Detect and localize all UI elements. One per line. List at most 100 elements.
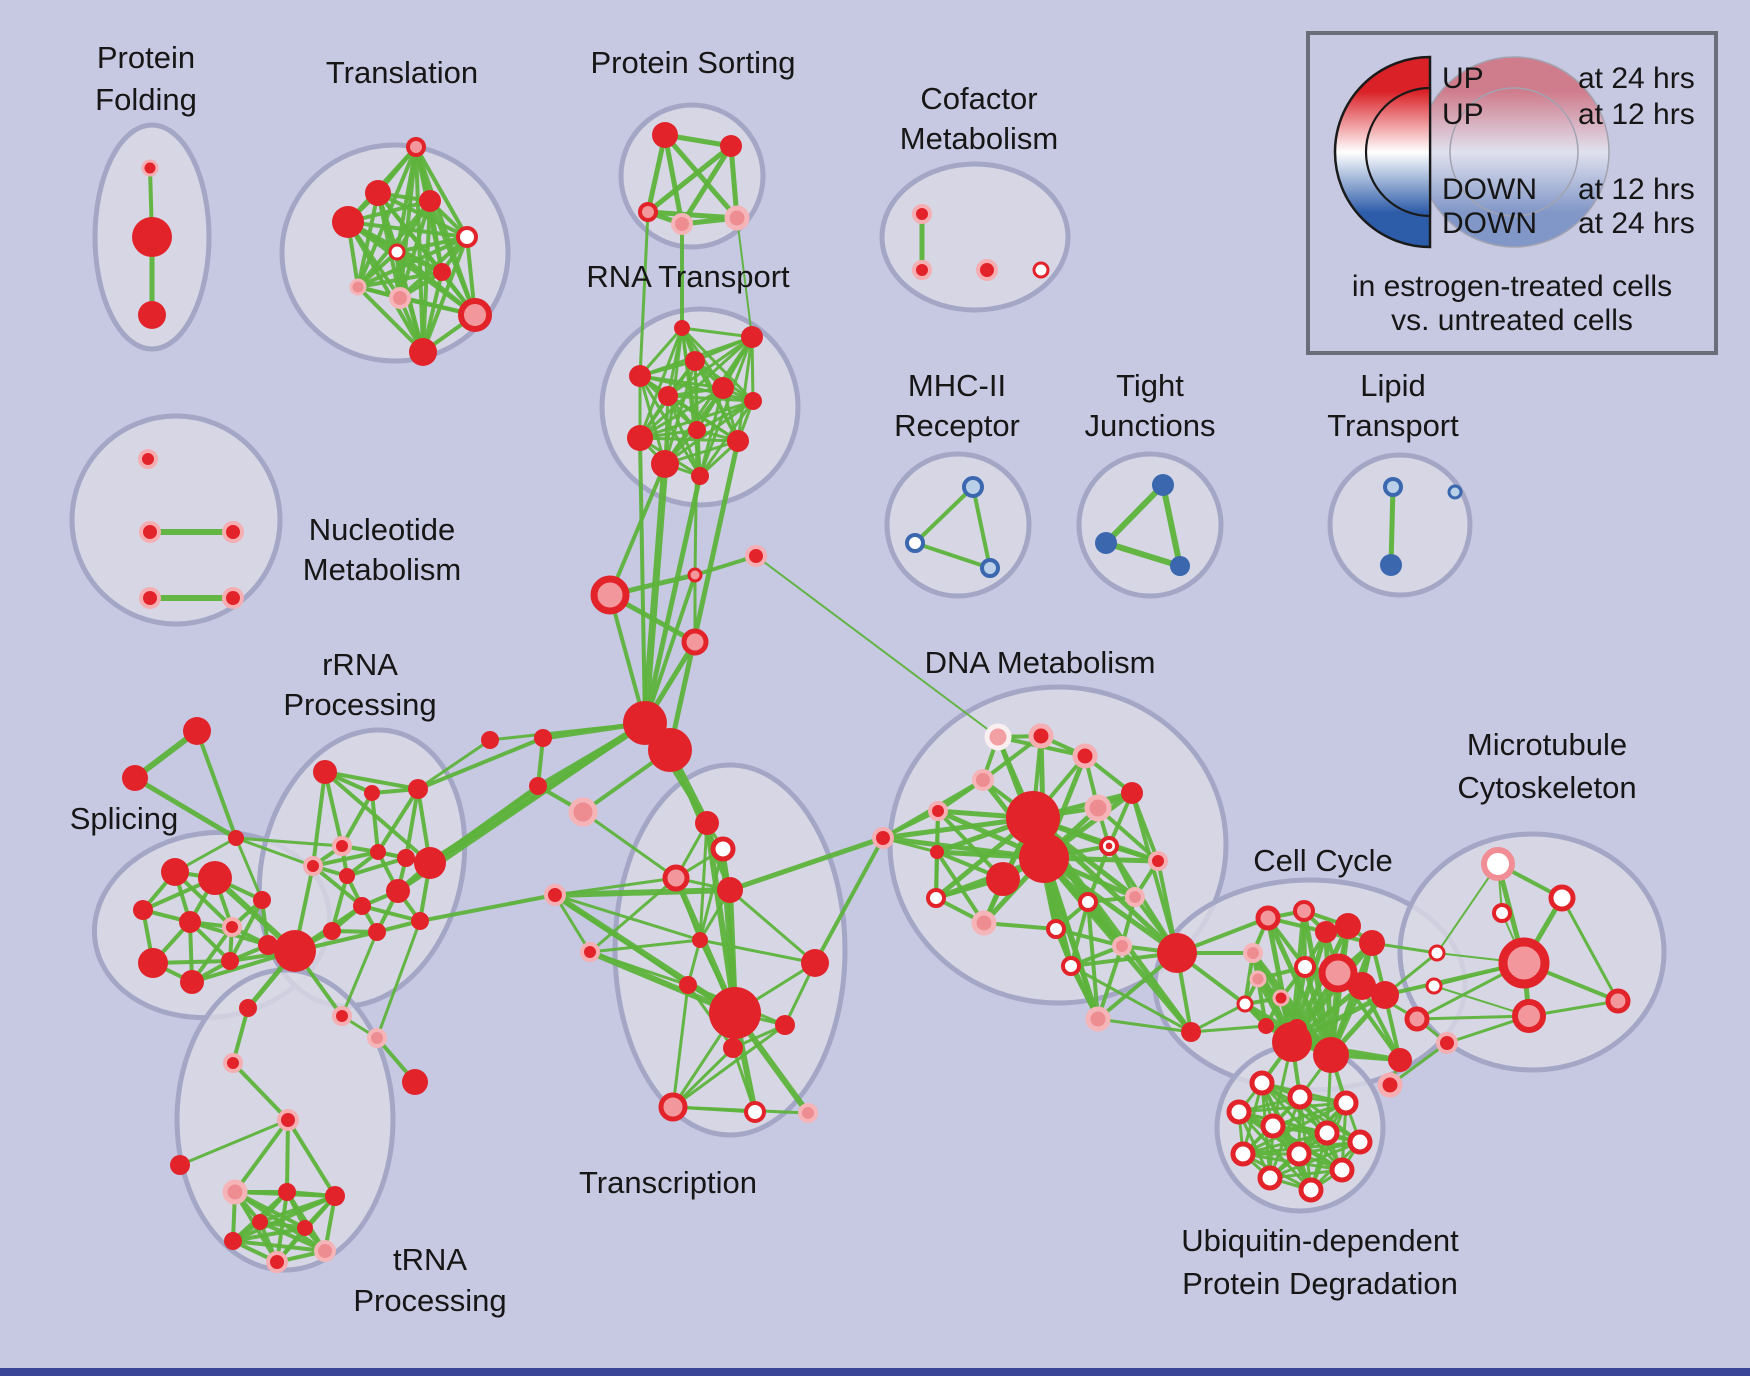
gene-node-pink-ring-red [139, 587, 161, 609]
edge [1189, 1024, 1268, 1034]
edge [1189, 1002, 1247, 1034]
cluster-ellipse-nm [69, 413, 283, 627]
edge [1103, 482, 1166, 546]
edge [1241, 1131, 1329, 1156]
gene-node-red-white [1257, 1165, 1283, 1191]
gene-node-red [1313, 1037, 1349, 1073]
edge [1041, 855, 1180, 956]
edge [346, 220, 469, 239]
gene-node-pink [972, 769, 994, 791]
network-nodes [122, 122, 1631, 1273]
gene-node-red [1272, 1022, 1312, 1062]
gene-node-red-white [1548, 884, 1576, 912]
edge [285, 1118, 290, 1194]
edge [1160, 482, 1183, 569]
gene-node-red-white [1061, 956, 1081, 976]
legend: UP at 24 hrs UP at 12 hrs DOWN at 12 hrs DOWN a… [1306, 31, 1718, 355]
edge [488, 721, 647, 742]
gene-node-red-white [1226, 1099, 1252, 1125]
cluster-label-cf: Metabolism [900, 121, 1059, 156]
edge [340, 791, 374, 848]
gene-node-red [325, 1186, 345, 1206]
gene-node-pink [1125, 887, 1145, 907]
gene-node-pink [314, 1240, 336, 1262]
edge [416, 738, 492, 791]
edge [581, 810, 678, 880]
gene-node-red [658, 386, 678, 406]
cluster-label-ps: Protein Sorting [590, 45, 795, 80]
gene-node-pink-ring-red [912, 204, 932, 224]
edge [1041, 855, 1101, 1022]
cluster-label-lt: Lipid [1360, 368, 1426, 403]
gene-node-red [1348, 972, 1376, 1000]
edge [231, 1226, 307, 1243]
gene-node-pink-ring-red [138, 449, 158, 469]
gene-node-red-pink [1293, 900, 1315, 922]
gene-node-red [386, 879, 410, 903]
gene-node-red-white [1287, 1084, 1313, 1110]
edge [275, 1190, 289, 1264]
edge [258, 1194, 337, 1224]
gene-node-red-pink [1255, 905, 1281, 931]
legend-time-label: at 24 hrs [1578, 207, 1695, 240]
gene-node-red [648, 728, 692, 772]
edge [286, 1118, 337, 1198]
gene-node-red [239, 999, 257, 1017]
gene-node-red [723, 1038, 743, 1058]
gene-node-red-white [1425, 977, 1443, 995]
gene-node-red [253, 891, 271, 909]
gene-node-red [717, 877, 743, 903]
gene-node-pink-ring-red [580, 942, 600, 962]
gene-node-pink [1249, 970, 1267, 988]
edge [731, 1046, 757, 1114]
gene-node-pink-ring-red [872, 827, 894, 849]
gene-node-red [1315, 921, 1337, 943]
edge [311, 864, 364, 908]
edge [233, 1118, 290, 1194]
gene-node-pink-ring-red [1148, 851, 1168, 871]
gene-node-pink-ring-red [1072, 743, 1098, 769]
edge [588, 938, 702, 954]
gene-node-pink-ring-red [222, 521, 244, 543]
gene-node-red [720, 135, 742, 157]
cluster-label-rr: Processing [283, 687, 436, 722]
cluster-label-mt: Cytoskeleton [1457, 770, 1636, 805]
gene-node-blue-light [980, 558, 1000, 578]
gene-node-blue-light [962, 476, 984, 498]
edge [695, 399, 755, 432]
edge [638, 374, 702, 478]
gene-node-pink [971, 910, 997, 936]
edge [360, 904, 422, 923]
gene-node-pink-ring-red [1377, 1072, 1403, 1098]
edge [234, 836, 344, 848]
cluster-label-tn: tRNA [393, 1242, 467, 1277]
gene-node-red [170, 1155, 190, 1175]
gene-node-red [930, 845, 944, 859]
gene-node-red [1335, 913, 1361, 939]
legend-direction-label: DOWN [1442, 207, 1537, 240]
edge [671, 983, 690, 1109]
gene-node-red [709, 987, 761, 1039]
gene-node-pink [671, 213, 693, 235]
gene-node-red-white [1046, 919, 1066, 939]
gene-node-red-white [1329, 1157, 1355, 1183]
edge [178, 1118, 290, 1167]
edge [1415, 1014, 1531, 1021]
gene-node-pink-ring-red [223, 1053, 243, 1073]
cluster-ellipse-cf [879, 161, 1071, 313]
gene-node-red [1258, 1018, 1274, 1034]
legend-note: vs. untreated cells [1391, 304, 1633, 337]
gene-node-pink [1084, 794, 1112, 822]
gene-node-red [414, 847, 446, 879]
cluster-label-tr: Transcription [579, 1165, 757, 1200]
edge [395, 235, 469, 254]
gene-node-red-pink [1404, 1006, 1430, 1032]
edge [376, 787, 420, 854]
gene-node-red [629, 365, 651, 387]
edge [662, 132, 740, 221]
edge [645, 132, 668, 215]
gene-node-red-pink [1512, 999, 1546, 1033]
gene-node-red-white [1333, 1090, 1359, 1116]
gene-node-red [1121, 782, 1143, 804]
gene-node-pink [1085, 1006, 1111, 1032]
